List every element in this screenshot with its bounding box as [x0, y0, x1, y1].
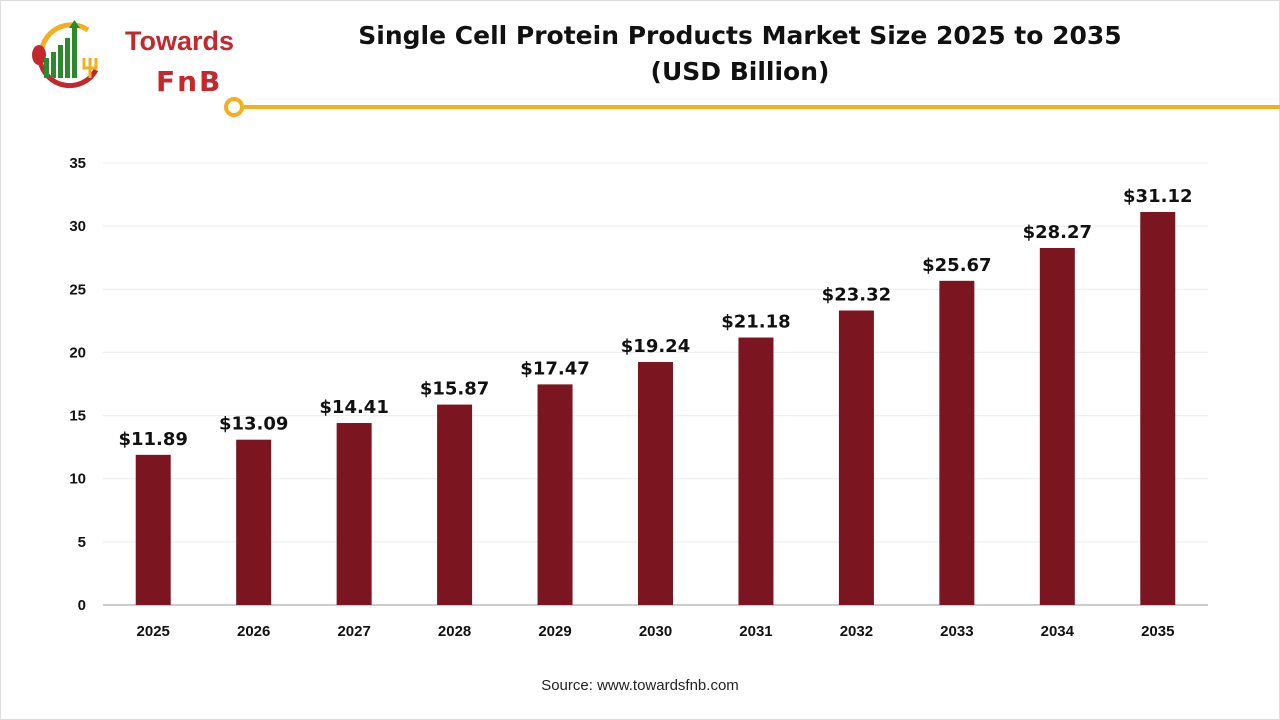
- bar-2028: [437, 404, 473, 605]
- x-tick-label: 2035: [1141, 623, 1174, 640]
- header-rule-dot: [224, 97, 244, 117]
- y-tick-label: 25: [69, 281, 86, 298]
- data-label: $28.27: [1023, 222, 1092, 243]
- data-label: $23.32: [822, 285, 891, 306]
- x-tick-label: 2034: [1041, 623, 1075, 640]
- data-label: $14.41: [319, 397, 388, 418]
- data-label: $17.47: [520, 358, 589, 379]
- y-tick-label: 5: [78, 534, 86, 551]
- bar-2032: [838, 310, 874, 605]
- x-tick-label: 2028: [438, 623, 471, 640]
- x-tick-label: 2032: [840, 623, 873, 640]
- x-tick-label: 2027: [337, 623, 370, 640]
- logo-subtext: FnB: [156, 65, 223, 98]
- bar-2031: [738, 337, 774, 605]
- y-tick-label: 20: [69, 344, 86, 361]
- chart-title: Single Cell Protein Products Market Size…: [300, 18, 1180, 90]
- data-label: $11.89: [118, 429, 187, 450]
- logo-text: Towards: [125, 26, 235, 56]
- towards-fnb-logo: Towards FnB: [28, 18, 234, 96]
- data-label: $25.67: [922, 255, 991, 276]
- y-tick-label: 30: [69, 218, 86, 235]
- x-tick-label: 2029: [538, 623, 571, 640]
- y-tick-label: 10: [69, 471, 86, 488]
- data-label: $31.12: [1123, 186, 1192, 207]
- bar-2027: [336, 423, 372, 605]
- header-rule: [244, 105, 1280, 109]
- x-tick-label: 2026: [237, 623, 270, 640]
- source-note: Source: www.towardsfnb.com: [541, 677, 739, 694]
- y-tick-label: 35: [69, 155, 86, 172]
- data-label: $15.87: [420, 379, 489, 400]
- title-line: Single Cell Protein Products Market Size…: [358, 21, 1122, 50]
- data-label: $13.09: [219, 414, 288, 435]
- bar-2034: [1039, 247, 1075, 605]
- bar-2033: [939, 280, 975, 605]
- x-tick-label: 2031: [739, 623, 772, 640]
- bar-2035: [1140, 211, 1176, 606]
- x-tick-label: 2033: [940, 623, 973, 640]
- bar-2026: [236, 439, 272, 605]
- data-label: $19.24: [621, 336, 690, 357]
- y-tick-label: 15: [69, 408, 86, 425]
- x-tick-label: 2030: [639, 623, 672, 640]
- bar-2025: [135, 454, 171, 605]
- x-tick-label: 2025: [137, 623, 170, 640]
- logo-icon: [32, 20, 99, 89]
- bar-2029: [537, 384, 573, 605]
- data-label: $21.18: [721, 312, 790, 333]
- subtitle-line: (USD Billion): [650, 57, 830, 86]
- bar-2030: [638, 362, 673, 605]
- y-tick-label: 0: [78, 597, 86, 614]
